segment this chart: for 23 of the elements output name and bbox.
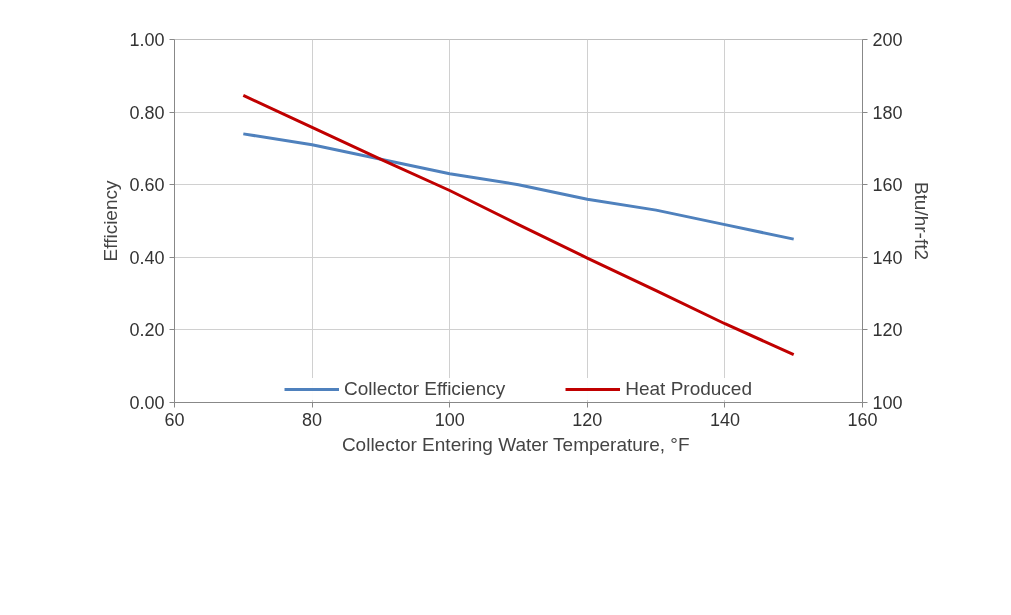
y2-axis-title: Btu/hr-ft2 [910,181,932,261]
y2-tick-label: 180 [872,102,903,123]
x-tick-label: 60 [164,409,185,430]
legend-label: Heat Produced [625,378,752,400]
y-tick-label: 0.80 [129,102,165,123]
x-tick-label: 120 [572,409,603,430]
y-tick-label: 0.60 [129,175,165,196]
y-tick-label: 0.40 [129,247,165,268]
legend-label: Collector Efficiency [344,378,506,400]
x-tick-label: 80 [302,409,323,430]
x-axis-title: Collector Entering Water Temperature, °F [341,433,690,455]
y-tick-label: 1.00 [129,30,165,50]
y-tick-label: 0.00 [129,393,165,413]
y-tick-label: 0.20 [129,320,165,341]
line-series [241,132,796,241]
y2-tick-label: 200 [872,30,903,50]
y-axis-title: Efficiency [100,180,122,262]
y2-tick-label: 160 [872,175,903,196]
y2-tick-label: 140 [872,247,903,268]
x-tick-label: 140 [709,409,740,430]
y2-tick-label: 120 [872,320,903,341]
x-tick-label: 100 [434,409,465,430]
line-series [241,93,796,357]
